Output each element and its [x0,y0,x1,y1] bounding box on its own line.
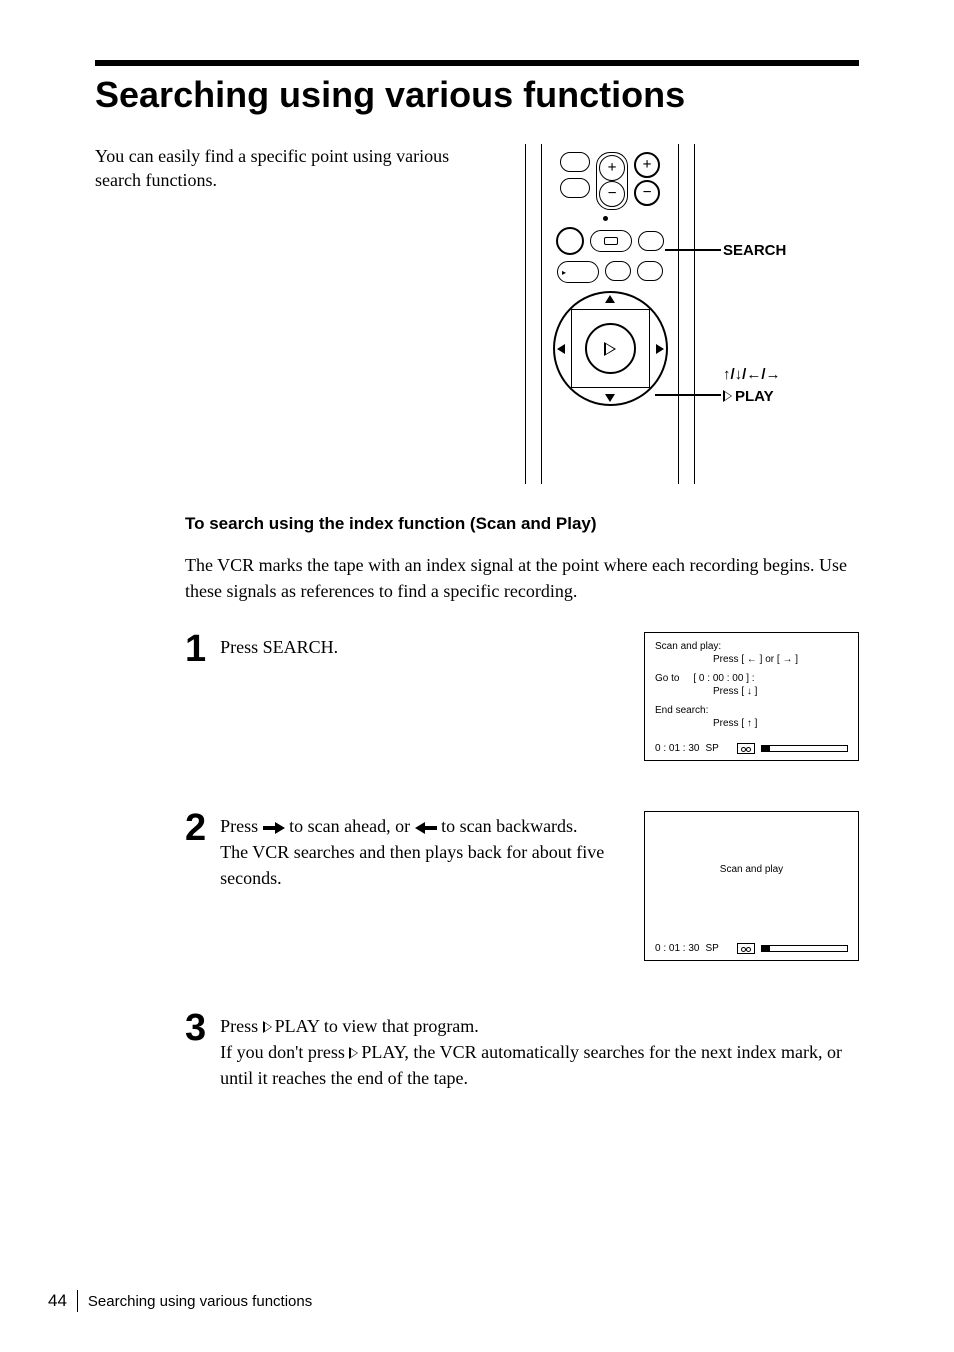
intro-text: You can easily find a specific point usi… [95,144,455,484]
remote-diagram: + − + − ▸ [475,144,859,484]
page-title: Searching using various functions [95,74,859,116]
osd-display-2: Scan and play 0 : 01 : 30 SP [644,811,859,961]
cassette-icon [737,743,755,754]
plus-icon: + [599,155,625,181]
step-3: 3 Press PLAY to view that program. If yo… [185,1011,859,1091]
section-subheading: To search using the index function (Scan… [185,514,859,534]
footer-divider [77,1290,78,1312]
step-number: 1 [185,632,206,761]
progress-bar [761,945,848,952]
arrow-left-icon [415,821,437,835]
callout-arrows: ↑/↓/←/→ [723,366,781,383]
minus-icon: − [634,180,660,206]
osd-mode: SP [705,943,718,954]
minus-icon: − [599,181,625,207]
osd-statusbar: 0 : 01 : 30 SP [655,743,848,754]
cassette-icon [737,943,755,954]
play-outline-icon [723,390,732,402]
callout-line [665,249,721,251]
page-number: 44 [48,1291,67,1311]
remote-button [637,261,663,281]
progress-bar [761,745,848,752]
step-text: Press to scan ahead, or to scan backward… [220,811,630,961]
osd-statusbar: 0 : 01 : 30 SP [655,943,848,954]
indicator-dot [603,216,608,221]
remote-button [560,152,590,172]
search-button [556,227,584,255]
osd-line: Press [ ← ] or [ → ] [655,654,848,665]
dpad [553,291,668,406]
play-outline-icon [349,1047,358,1059]
remote-button [590,230,632,252]
arrow-right-icon [263,821,285,835]
section-body: The VCR marks the tape with an index sig… [185,552,859,604]
plus-icon: + [634,152,660,178]
play-outline-icon [263,1021,272,1033]
page-footer: 44 Searching using various functions [48,1290,312,1312]
play-icon [604,342,616,356]
osd-line: Press [ ↓ ] [655,686,848,697]
top-rule [95,60,859,66]
arrow-up-icon [605,295,615,303]
osd-line: Scan and play: [655,641,848,652]
footer-title: Searching using various functions [88,1293,312,1310]
osd-display-1: Scan and play: Press [ ← ] or [ → ] Go t… [644,632,859,761]
osd-time: 0 : 01 : 30 [655,743,699,754]
osd-line: Go to [ 0 : 00 : 00 ] : [655,673,848,684]
step-2: 2 Press to scan ahead, or to scan backwa… [185,811,859,961]
step-text: Press SEARCH. [220,632,630,761]
remote-button [638,231,664,251]
callout-line [655,394,721,396]
remote-button [605,261,631,281]
intro-row: You can easily find a specific point usi… [95,144,859,484]
step-text: Press PLAY to view that program. If you … [220,1011,859,1091]
volume-rocker: + − [596,152,628,210]
step-number: 3 [185,1011,206,1091]
osd-line: End search: [655,705,848,716]
arrow-left-icon [557,344,565,354]
arrow-down-icon [605,394,615,402]
step-number: 2 [185,811,206,961]
callout-play: PLAY [723,388,774,405]
remote-button [560,178,590,198]
step-1: 1 Press SEARCH. Scan and play: Press [ ←… [185,632,859,761]
callout-search: SEARCH [723,242,786,259]
osd-time: 0 : 01 : 30 [655,943,699,954]
osd-line: Scan and play [655,820,848,875]
osd-line: Press [ ↑ ] [655,718,848,729]
arrow-right-icon [656,344,664,354]
osd-mode: SP [705,743,718,754]
remote-button: ▸ [557,261,599,283]
